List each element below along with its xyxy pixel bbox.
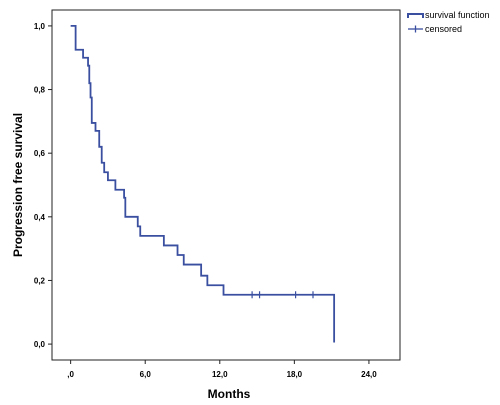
legend: survival function censored <box>407 10 490 34</box>
series-layer <box>70 25 336 343</box>
x-axis: ,0 6,0 12,0 18,0 24,0 <box>67 360 377 379</box>
x-tick-label: ,0 <box>67 370 74 379</box>
legend-survival-symbol <box>407 13 424 18</box>
legend-censored-label: censored <box>425 24 462 34</box>
legend-survival-label: survival function <box>425 10 490 20</box>
y-axis: 0,0 0,2 0,4 0,6 0,8 1,0 <box>34 22 52 349</box>
plot-frame <box>51 9 401 361</box>
x-axis-title: Months <box>208 387 251 401</box>
y-axis-title: Progression free survival <box>11 113 25 257</box>
y-tick-label: 0,4 <box>34 213 46 222</box>
y-tick-label: 1,0 <box>34 22 46 31</box>
y-tick-label: 0,0 <box>34 340 46 349</box>
x-tick-label: 6,0 <box>140 370 152 379</box>
x-tick-label: 18,0 <box>287 370 303 379</box>
x-tick-label: 24,0 <box>361 370 377 379</box>
y-tick-label: 0,6 <box>34 149 46 158</box>
x-tick-label: 12,0 <box>212 370 228 379</box>
y-tick-label: 0,2 <box>34 276 46 285</box>
y-tick-label: 0,8 <box>34 86 46 95</box>
survival-curve <box>70 25 336 343</box>
